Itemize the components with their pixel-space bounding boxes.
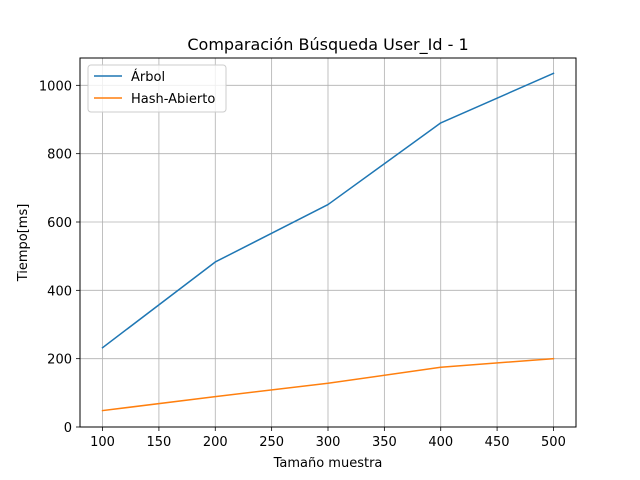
x-axis-ticks: 100 150 200 250 300 350 400 450 500 bbox=[90, 427, 566, 450]
x-tick-label-400: 400 bbox=[428, 435, 453, 450]
y-tick-label-200: 200 bbox=[47, 353, 72, 368]
y-axis-ticks: 0 200 400 600 800 1000 bbox=[39, 79, 80, 436]
x-tick-label-450: 450 bbox=[485, 435, 510, 450]
x-axis-label: Tamaño muestra bbox=[273, 456, 383, 471]
legend: Árbol Hash-Abierto bbox=[87, 64, 227, 113]
legend-label-hash-abierto: Hash-Abierto bbox=[131, 92, 215, 107]
x-tick-label-500: 500 bbox=[541, 435, 566, 450]
legend-box bbox=[87, 64, 227, 113]
y-tick-label-0: 0 bbox=[64, 421, 72, 436]
series-line-hash-abierto bbox=[101, 357, 555, 412]
y-tick-label-400: 400 bbox=[47, 284, 72, 299]
x-tick-label-350: 350 bbox=[372, 435, 397, 450]
x-tick-label-150: 150 bbox=[146, 435, 171, 450]
x-tick-label-100: 100 bbox=[90, 435, 115, 450]
series-lines bbox=[101, 72, 555, 412]
legend-label-arbol: Árbol bbox=[131, 69, 165, 85]
y-tick-label-1000: 1000 bbox=[39, 79, 72, 94]
x-tick-label-200: 200 bbox=[203, 435, 228, 450]
chart-title: Comparación Búsqueda User_Id - 1 bbox=[187, 35, 468, 55]
y-axis-label: Tiempo[ms] bbox=[16, 204, 31, 283]
x-tick-label-300: 300 bbox=[316, 435, 341, 450]
x-tick-label-250: 250 bbox=[259, 435, 284, 450]
y-tick-label-800: 800 bbox=[47, 148, 72, 163]
series-line-arbol bbox=[101, 72, 555, 349]
y-tick-label-600: 600 bbox=[47, 216, 72, 231]
